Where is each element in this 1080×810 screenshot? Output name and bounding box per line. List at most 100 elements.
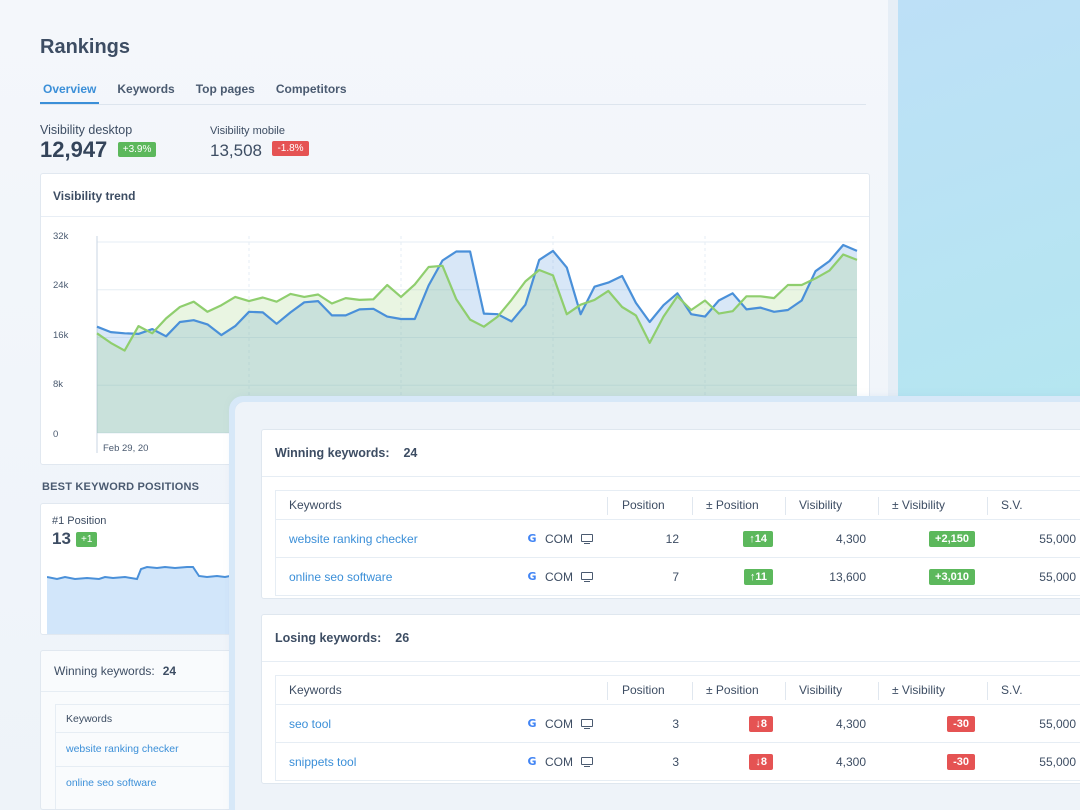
tab-bar: Overview Keywords Top pages Competitors <box>40 80 866 105</box>
first-position-sparkline <box>47 565 239 634</box>
engine-domain: COM <box>545 569 573 584</box>
desktop-icon <box>580 571 594 583</box>
kpi-mobile-label: Visibility mobile <box>210 125 285 137</box>
col-keywords[interactable]: Keywords <box>289 498 342 512</box>
keyword-link[interactable]: snippets tool <box>289 754 357 769</box>
col-visibility-change[interactable]: ± Visibility <box>892 498 946 512</box>
position-change-badge: ↓8 <box>749 753 773 770</box>
visibility-change-badge: +3,010 <box>929 568 975 585</box>
kpi-visibility-mobile: Visibility mobile 13,508 -1.8% <box>210 125 309 161</box>
column-divider <box>878 497 879 515</box>
search-volume-value: 55,000 <box>1039 569 1076 584</box>
keyword-link[interactable]: online seo software <box>289 569 393 584</box>
position-change-badge: ↑14 <box>743 530 773 547</box>
search-engine: G COM <box>526 743 594 780</box>
visibility-change-badge: -30 <box>947 715 975 732</box>
tab-keywords[interactable]: Keywords <box>117 82 175 96</box>
engine-domain: COM <box>545 531 573 546</box>
visibility-value: 4,300 <box>835 716 866 731</box>
keyword-link[interactable]: website ranking checker <box>289 531 418 546</box>
column-divider <box>692 682 693 700</box>
winning-keywords-card: Winning keywords: 24 Keywords Position ± … <box>261 429 1080 599</box>
first-position-card: #1 Position 13 +1 <box>40 503 240 635</box>
search-volume-value: 55,000 <box>1039 754 1076 769</box>
first-position-label: #1 Position <box>52 515 107 527</box>
keywords-overlay-panel: Winning keywords: 24 Keywords Position ± … <box>229 396 1080 810</box>
visibility-value: 4,300 <box>835 531 866 546</box>
col-visibility[interactable]: Visibility <box>799 498 843 512</box>
winning-keywords-title: Winning keywords: <box>275 446 390 460</box>
y-tick-24k: 24k <box>53 280 69 291</box>
kpi-desktop-value: 12,947 <box>40 137 108 162</box>
series-line <box>96 243 858 338</box>
position-value: 3 <box>672 716 679 731</box>
page-title: Rankings <box>40 36 131 58</box>
col-position[interactable]: Position <box>622 498 665 512</box>
bg-winning-count: 24 <box>162 664 177 678</box>
desktop-icon <box>580 718 594 730</box>
position-value: 12 <box>665 531 679 546</box>
col-visibility[interactable]: Visibility <box>799 683 843 697</box>
position-change-badge: ↓8 <box>749 715 773 732</box>
search-engine: G COM <box>526 558 594 595</box>
col-search-volume[interactable]: S.V. <box>1001 498 1023 512</box>
bg-winning-table <box>55 704 239 809</box>
table-row: online seo software G COM 7 ↑11 13,600 +… <box>275 558 1080 596</box>
col-keywords[interactable]: Keywords <box>289 683 342 697</box>
col-position-change[interactable]: ± Position <box>706 498 759 512</box>
tab-top-pages[interactable]: Top pages <box>195 82 255 96</box>
column-divider <box>607 497 608 515</box>
column-divider <box>987 682 988 700</box>
losing-keywords-table: Keywords Position ± Position Visibility … <box>275 675 1080 781</box>
winning-keywords-table: Keywords Position ± Position Visibility … <box>275 490 1080 596</box>
position-value: 7 <box>672 569 679 584</box>
losing-keywords-card: Losing keywords: 26 Keywords Position ± P… <box>261 614 1080 784</box>
google-icon: G <box>527 716 537 730</box>
winning-keywords-header: Winning keywords: 24 <box>262 430 1080 477</box>
google-icon: G <box>527 754 537 768</box>
keyword-link[interactable]: seo tool <box>289 716 332 731</box>
losing-keywords-count: 26 <box>395 631 410 645</box>
table-header-row: Keywords Position ± Position Visibility … <box>275 675 1080 705</box>
search-volume-value: 55,000 <box>1039 716 1076 731</box>
kpi-desktop-change-badge: +3.9% <box>117 142 157 158</box>
search-volume-value: 55,000 <box>1039 531 1076 546</box>
search-engine: G COM <box>526 705 594 742</box>
google-icon: G <box>527 569 537 583</box>
visibility-value: 4,300 <box>835 754 866 769</box>
bg-winning-row-1[interactable]: website ranking checker <box>66 743 179 755</box>
background-winning-card: Winning keywords: 24 Keywords website ran… <box>40 650 240 810</box>
bg-winning-separator <box>41 691 239 692</box>
column-divider <box>878 682 879 700</box>
google-icon: G <box>527 531 537 545</box>
best-positions-label: BEST KEYWORD POSITIONS <box>42 481 200 493</box>
engine-domain: COM <box>545 716 573 731</box>
visibility-change-badge: -30 <box>947 753 975 770</box>
bg-winning-title-text: Winning keywords: <box>54 664 155 678</box>
sparkline-area <box>47 567 239 634</box>
bg-winning-title: Winning keywords: 24 <box>54 664 176 678</box>
y-tick-8k: 8k <box>53 379 64 390</box>
kpi-mobile-value: 13,508 <box>210 141 262 160</box>
bg-winning-row-2[interactable]: online seo software <box>66 777 157 789</box>
y-tick-0: 0 <box>53 429 59 440</box>
bg-row-separator <box>55 732 239 733</box>
engine-domain: COM <box>545 754 573 769</box>
column-divider <box>785 682 786 700</box>
tab-overview[interactable]: Overview <box>40 80 100 104</box>
table-row: seo tool G COM 3 ↓8 4,300 -30 55,000 <box>275 705 1080 743</box>
first-position-value: 13 <box>52 529 71 548</box>
table-row: website ranking checker G COM 12 ↑14 4,3… <box>275 520 1080 558</box>
table-header-row: Keywords Position ± Position Visibility … <box>275 490 1080 520</box>
col-search-volume[interactable]: S.V. <box>1001 683 1023 697</box>
col-position[interactable]: Position <box>622 683 665 697</box>
col-visibility-change[interactable]: ± Visibility <box>892 683 946 697</box>
col-position-change[interactable]: ± Position <box>706 683 759 697</box>
bg-row-separator <box>55 766 239 767</box>
y-tick-16k: 16k <box>53 330 69 341</box>
column-divider <box>785 497 786 515</box>
kpi-mobile-change-badge: -1.8% <box>272 141 309 157</box>
tab-competitors[interactable]: Competitors <box>275 82 347 96</box>
visibility-change-badge: +2,150 <box>929 530 975 547</box>
position-change-badge: ↑11 <box>743 568 773 585</box>
